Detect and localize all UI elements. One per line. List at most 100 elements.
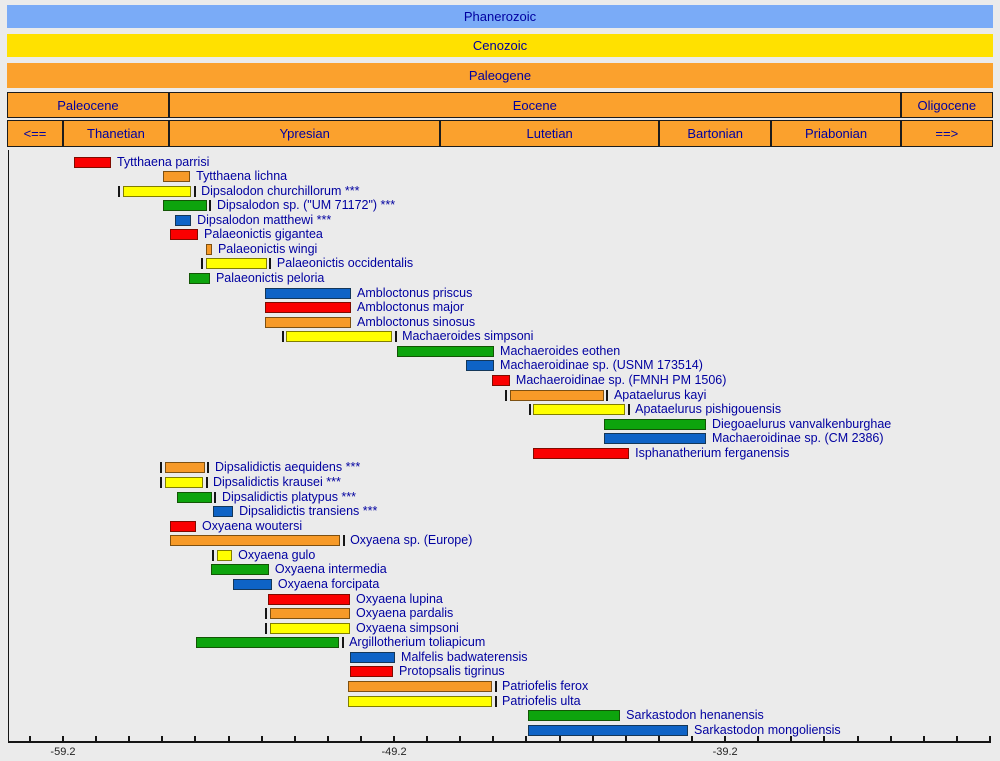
axis-tick	[260, 736, 263, 742]
taxon-range-bar	[528, 724, 689, 736]
taxon-range-left-tick	[265, 608, 268, 620]
taxon-range-right-tick	[394, 331, 397, 343]
taxon-label: Protopsalis tigrinus	[399, 664, 505, 679]
stage-row: <== Thanetian Ypresian Lutetian Bartonian Pri…	[0, 120, 1000, 147]
taxon-label: Apataelurus kayi	[613, 387, 707, 402]
taxon-range-bar	[397, 345, 495, 357]
taxon-range-bar	[492, 375, 510, 387]
taxon-label: Palaeonictis occidentalis	[276, 256, 414, 271]
taxon-range-left-tick	[118, 185, 121, 197]
axis-tick	[657, 736, 660, 742]
stage-cell-bartonian: Bartonian	[658, 120, 772, 147]
taxon-label: Tytthaena parrisi	[116, 154, 210, 169]
taxon-range-bar	[164, 462, 205, 474]
taxon-range-bar	[269, 608, 350, 620]
taxon-range-bar	[264, 287, 351, 299]
epoch-cell-eocene: Eocene	[168, 92, 901, 118]
axis-tick	[459, 736, 462, 742]
epoch-cell-oligocene: Oligocene	[900, 92, 993, 118]
taxon-range-right-tick	[207, 462, 210, 474]
taxon-range-left-tick	[265, 622, 268, 634]
taxon-range-bar	[465, 360, 495, 372]
taxon-range-right-tick	[627, 404, 630, 416]
taxon-range-bar	[350, 666, 394, 678]
taxon-label: Ambloctonus major	[357, 300, 464, 315]
taxon-range-left-tick	[212, 549, 215, 561]
era-band-cenozoic: Cenozoic	[7, 34, 993, 57]
axis-tick-label: -39.2	[712, 746, 738, 758]
taxon-range-bar	[210, 564, 269, 576]
stage-cell-priabonian: Priabonian	[771, 120, 901, 147]
taxon-range-bar	[267, 593, 350, 605]
axis-tick	[691, 736, 694, 742]
taxon-label: Patriofelis ferox	[502, 679, 589, 694]
axis-tick	[61, 736, 64, 742]
taxon-range-right-tick	[209, 200, 212, 212]
axis-tick	[889, 736, 892, 742]
taxon-range-bar	[264, 302, 351, 314]
plot-left-border	[8, 150, 9, 742]
taxon-label: Diegoaelurus vanvalkenburghae	[711, 416, 892, 431]
taxon-label: Sarkastodon henanensis	[626, 708, 764, 723]
axis-tick	[955, 736, 958, 742]
taxon-range-bar	[162, 171, 191, 183]
axis-tick	[525, 736, 528, 742]
axis-tick	[558, 736, 561, 742]
axis-tick	[161, 736, 164, 742]
taxon-range-bar	[176, 491, 212, 503]
taxon-range-right-tick	[341, 637, 344, 649]
axis-tick	[393, 736, 396, 742]
taxon-range-bar	[350, 651, 396, 663]
taxon-label: Oxyaena simpsoni	[356, 620, 459, 635]
time-axis-line	[8, 741, 991, 743]
taxon-range-right-tick	[205, 477, 208, 489]
axis-tick	[922, 736, 925, 742]
taxon-label: Oxyaena forcipata	[277, 577, 380, 592]
axis-tick	[624, 736, 627, 742]
taxon-label: Ambloctonus priscus	[357, 285, 473, 300]
taxon-range-bar	[348, 681, 493, 693]
taxon-range-right-tick	[214, 491, 217, 503]
epoch-cell-paleocene: Paleocene	[7, 92, 169, 118]
period-band-label: Paleogene	[468, 68, 532, 83]
taxon-range-bar	[286, 331, 393, 343]
axis-tick	[989, 736, 992, 742]
taxon-range-bar	[122, 185, 192, 197]
taxon-range-right-tick	[342, 535, 345, 547]
taxon-label: Oxyaena lupina	[356, 591, 443, 606]
taxon-range-bar	[528, 710, 621, 722]
taxon-label: Oxyaena intermedia	[274, 562, 387, 577]
taxon-range-bar	[174, 214, 192, 226]
taxon-range-bar	[216, 549, 233, 561]
taxon-label: Dipsalidictis aequidens ***	[214, 460, 361, 475]
period-band-paleogene: Paleogene	[7, 63, 993, 88]
taxon-range-right-tick	[494, 681, 497, 693]
taxon-label: Dipsalodon matthewi ***	[197, 212, 332, 227]
taxon-range-bar	[205, 243, 212, 255]
taxon-label: Apataelurus pishigouensis	[635, 402, 782, 417]
taxon-range-right-tick	[606, 389, 609, 401]
taxon-range-bar	[264, 316, 351, 328]
stage-scroll-arrow: <==	[7, 120, 63, 147]
axis-tick	[359, 736, 362, 742]
taxon-label: Oxyaena gulo	[238, 547, 316, 562]
taxon-range-left-tick	[528, 404, 531, 416]
stage-scroll-arrow: ==>	[900, 120, 993, 147]
taxon-range-bar	[603, 418, 706, 430]
taxon-label: Machaeroides simpsoni	[402, 329, 534, 344]
axis-tick	[591, 736, 594, 742]
taxon-label: Palaeonictis wingi	[217, 241, 318, 256]
taxon-label: Oxyaena pardalis	[356, 606, 454, 621]
taxon-label: Palaeonictis peloria	[215, 271, 325, 286]
taxon-range-bar	[205, 258, 267, 270]
taxon-label: Ambloctonus sinosus	[357, 314, 476, 329]
era-band-label: Cenozoic	[472, 38, 528, 53]
taxon-range-bar	[533, 447, 630, 459]
taxon-range-bar	[169, 520, 197, 532]
taxon-range-bar	[603, 433, 706, 445]
taxon-label: Palaeonictis gigantea	[204, 227, 323, 242]
taxon-label: Isphanatherium ferganensis	[635, 445, 790, 460]
taxon-label: Patriofelis ulta	[502, 693, 581, 708]
taxon-label: Machaeroidinae sp. (USNM 173514)	[500, 358, 703, 373]
taxon-range-bar	[533, 404, 626, 416]
